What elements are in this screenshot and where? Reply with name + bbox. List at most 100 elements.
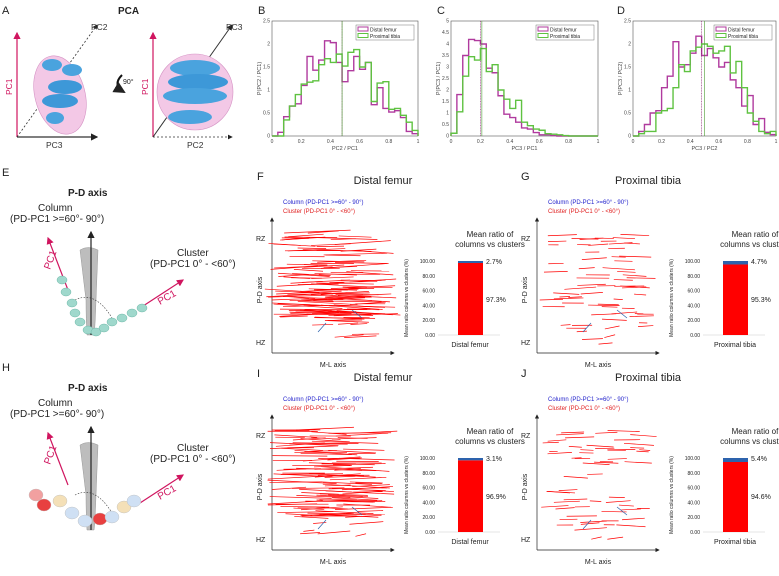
cluster-segment [276,290,342,295]
bar-y-tick-label: 20.00 [687,318,700,324]
cluster-segment [345,514,382,518]
bar-y-tick-label: 60.00 [687,486,700,492]
y-axis-label: P-D axis [257,276,264,303]
cluster-segment [328,432,392,434]
charts: B 0 0.2 0.4 0.6 0.8 1 0 0.5 1 1.5 2 2.5 PC2 / PC1 P(PC… [256,5,779,566]
cluster-segment [343,503,393,508]
y-tick-label: 5 [446,19,449,25]
bar-label-column: 5.4% [751,456,767,463]
cluster-segment [311,431,347,435]
cluster-segment [620,285,650,289]
bar-y-tick-label: 100.00 [420,456,436,462]
cluster-segment [274,265,318,269]
cluster-segment [338,322,359,325]
cluster-segment [316,282,374,285]
cluster-segment [350,323,368,325]
cluster-segment [284,229,351,234]
cluster-segment [302,456,361,462]
cluster-segment [607,458,627,460]
chondrocyte-cells [56,275,148,337]
cluster-segment [289,299,334,303]
pc1-label-cluster: PC1 [156,483,179,502]
axis-label-pc2-right: PC2 [187,140,204,150]
cluster-segment [595,431,618,434]
cluster-segment [547,452,572,455]
cluster-segment [601,511,627,513]
cluster-segment [343,448,385,451]
y-axis-label: P(PC2 / PC1) [257,62,263,95]
cluster-segment [580,292,603,295]
cluster-segment [311,276,354,279]
bar-segment-column [458,458,483,461]
y-tick-label: 4 [446,42,449,48]
y-tick-label: 0 [267,134,270,140]
cluster-segment [300,309,331,313]
cluster-segment [267,500,323,505]
cluster-segment [626,277,656,279]
orientation-segments [541,430,657,540]
cluster-segment [349,301,386,305]
cluster-segment [619,255,652,258]
x-tick-label: 0.8 [385,139,392,145]
column-segment [351,506,363,516]
rz-label: RZ [521,236,531,243]
panel-title: Proximal tibia [615,372,682,384]
cluster-segment [548,240,567,242]
cell [90,327,102,337]
cluster-segment [281,237,309,239]
y-axis-label: P(PC3 / PC1) [436,62,442,95]
cluster-segment [321,304,383,310]
cluster-segment [267,479,337,484]
x-tick-label: 0.2 [658,139,665,145]
cluster-segment [304,309,361,313]
bar-y-tick-label: 100.00 [685,456,701,462]
cluster-segment [634,293,647,296]
cluster-segment [324,484,351,487]
cluster-segment [303,529,315,532]
panel-label: C [437,5,445,17]
cluster-segment [558,489,578,491]
x-axis-label: M-L axis [585,362,612,369]
cluster-segment [273,303,343,309]
column-legend-label: Column (PD-PC1 >=60° - 90°) [283,397,364,403]
cluster-segment [288,233,324,238]
panel-label: J [521,368,527,380]
cluster-segment [347,308,380,311]
cluster-segment [340,248,377,252]
cluster-segment [281,447,324,451]
y-tick-label: 0.5 [624,111,631,117]
cluster-segment [613,279,633,281]
cluster-segment [297,297,366,302]
rz-label: RZ [256,433,266,440]
axis-label-pc2-diag: PC2 [91,22,108,32]
cluster-segment [276,468,307,471]
hz-label: HZ [521,340,531,347]
cluster-segment [624,461,652,464]
cluster-legend-label: Cluster (PD-PC1 0° - <60°) [283,406,355,412]
cluster-segment [638,325,654,327]
cluster-segment [611,256,626,258]
cluster-segment [582,462,610,465]
column-segment [582,519,592,530]
cluster-segment [286,263,328,266]
orientation-panel-j: J Proximal tibia Column (PD-PC1 >=60° - 90… [521,368,779,566]
cluster-segment [618,504,634,507]
cluster-segment [617,271,636,273]
axis-label-pc1-left: PC1 [4,78,14,95]
cluster-legend-label: Cluster (PD-PC1 0° - <60°) [283,209,355,215]
pc1-arrow-column [46,431,69,486]
cluster-segment [547,234,577,237]
cluster-segment [580,520,607,523]
panel-label: G [521,171,530,183]
cell [69,308,81,318]
bar-y-tick-label: 0.00 [425,333,435,339]
y-axis-label: P-D axis [522,276,529,303]
column-segment [616,506,628,516]
rz-label: RZ [521,433,531,440]
cell [64,506,80,520]
bar-y-tick-label: 80.00 [687,471,700,477]
cluster-segment [621,508,642,511]
x-tick-label: 1 [775,139,778,145]
cluster-segment [284,236,338,238]
